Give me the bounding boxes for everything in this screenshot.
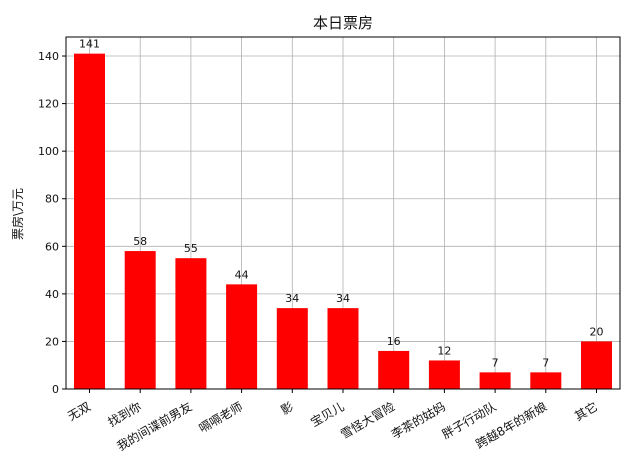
x-tick-label: 宝贝儿 (308, 399, 346, 429)
bar-4 (226, 284, 258, 389)
bar-2 (124, 251, 156, 389)
x-tick-label: 雪怪大冒险 (338, 399, 397, 442)
bar-6 (327, 308, 359, 389)
x-tick-label: 嗝嗝老师 (197, 399, 246, 435)
y-tick-label: 60 (45, 240, 59, 253)
y-tick-label: 140 (38, 50, 59, 63)
x-tick-label: 找到你 (106, 399, 144, 429)
y-tick-label: 100 (38, 145, 59, 158)
bar-8 (428, 360, 460, 389)
data-label: 58 (133, 235, 147, 248)
chart-title: 本日票房 (313, 14, 373, 32)
bar-9 (479, 372, 511, 389)
data-labels: 141 58 55 44 34 34 16 12 7 7 20 (79, 38, 604, 370)
y-axis: 0 20 40 60 80 100 120 140 (38, 50, 66, 396)
bar-5 (276, 308, 308, 389)
data-label: 44 (235, 268, 249, 281)
x-tick-label: 影 (278, 399, 295, 417)
data-label: 141 (79, 38, 100, 51)
x-tick-label: 李茶的姑妈 (388, 399, 447, 442)
x-tick-label: 其它 (572, 399, 600, 424)
data-label: 16 (387, 335, 401, 348)
x-tick-label: 无双 (65, 399, 93, 423)
bars (74, 53, 612, 389)
bar-10 (530, 372, 562, 389)
data-label: 55 (184, 242, 198, 255)
y-tick-label: 120 (38, 98, 59, 111)
y-tick-label: 80 (45, 193, 59, 206)
y-tick-label: 40 (45, 288, 59, 301)
y-axis-label: 票房\万元 (10, 188, 25, 240)
bar-11 (581, 341, 612, 389)
data-label: 20 (590, 325, 604, 338)
data-label: 34 (336, 292, 350, 305)
data-label: 7 (542, 356, 549, 369)
data-label: 7 (492, 356, 499, 369)
y-tick-label: 0 (52, 383, 59, 396)
data-label: 12 (437, 344, 451, 357)
bar-7 (378, 350, 410, 389)
bar-3 (175, 258, 207, 389)
data-label: 34 (285, 292, 299, 305)
x-axis: 无双 找到你我的间谍前男友 嗝嗝老师影宝贝儿雪怪大冒险李茶的姑妈胖子行动队跨越8年的… (65, 389, 600, 454)
plot-area-frame (65, 36, 621, 390)
y-tick-label: 20 (45, 335, 59, 348)
bar-1 (74, 53, 105, 389)
